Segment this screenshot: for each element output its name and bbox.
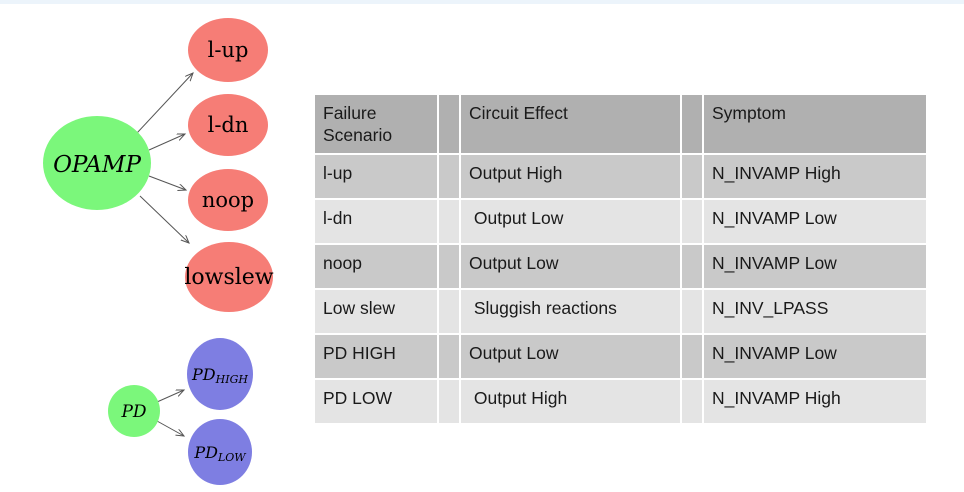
row-6-spacer-2 (682, 380, 702, 423)
node-lowslew: lowslew (184, 242, 274, 312)
row-3-spacer-1 (439, 245, 459, 288)
node-noop-label: noop (202, 188, 254, 212)
node-l-up: l-up (188, 18, 268, 82)
header-spacer-1 (439, 95, 459, 153)
node-pd-high-label-sub: HIGH (215, 373, 249, 386)
failure-table: Failure Scenario Circuit Effect Symptom … (315, 95, 926, 423)
row-4-failure-scenario: Low slew (315, 290, 437, 333)
row-2-circuit-effect: Output Low (461, 200, 680, 243)
node-lowslew-label: lowslew (184, 265, 273, 290)
row-1-spacer-2 (682, 155, 702, 198)
row-4-symptom: N_INV_LPASS (704, 290, 926, 333)
row-5-circuit-effect: Output Low (461, 335, 680, 378)
row-4-circuit-effect: Sluggish reactions (461, 290, 680, 333)
edge-pd-pdlow-arrow (156, 420, 184, 436)
node-pd-shape (108, 385, 160, 437)
row-5-failure-scenario: PD HIGH (315, 335, 437, 378)
node-l-up-shape (188, 18, 268, 82)
row-5-spacer-2 (682, 335, 702, 378)
row-1-symptom: N_INVAMP High (704, 155, 926, 198)
node-noop-shape (188, 169, 268, 231)
header-failure-scenario: Failure Scenario (315, 95, 437, 153)
edge-opamp-noop-arrow (148, 175, 186, 190)
node-pd-high-shape (187, 338, 253, 410)
row-1-failure-scenario: l-up (315, 155, 437, 198)
row-5-spacer-1 (439, 335, 459, 378)
node-opamp-shape (43, 116, 151, 210)
row-3-spacer-2 (682, 245, 702, 288)
header-symptom: Symptom (704, 95, 926, 153)
node-pd-high-label: PDHIGH (191, 365, 248, 386)
node-l-dn-shape (188, 94, 268, 156)
node-pd-low-label-sub: LOW (217, 451, 247, 464)
node-pd: PD (108, 385, 160, 437)
row-6-failure-scenario: PD LOW (315, 380, 437, 423)
row-1-circuit-effect: Output High (461, 155, 680, 198)
node-l-dn: l-dn (188, 94, 268, 156)
row-4-spacer-2 (682, 290, 702, 333)
top-accent-strip (0, 0, 964, 4)
node-l-dn-label: l-dn (208, 113, 249, 137)
node-opamp-label: OPAMP (53, 152, 141, 178)
node-pd-low: PDLOW (188, 419, 252, 485)
row-4-spacer-1 (439, 290, 459, 333)
edge-opamp-lup-arrow (136, 73, 193, 134)
node-pd-label: PD (120, 402, 146, 422)
row-6-circuit-effect: Output High (461, 380, 680, 423)
node-lowslew-shape (185, 242, 273, 312)
row-1-spacer-1 (439, 155, 459, 198)
row-2-failure-scenario: l-dn (315, 200, 437, 243)
header-spacer-2 (682, 95, 702, 153)
fault-tree-diagram: OPAMP l-up l-dn noop lowslew PD (43, 18, 274, 485)
edge-pd-pdhigh-arrow (156, 390, 184, 403)
opamp-tree-edges (136, 73, 193, 243)
row-2-symptom: N_INVAMP Low (704, 200, 926, 243)
row-3-circuit-effect: Output Low (461, 245, 680, 288)
edge-opamp-lowslew-arrow (139, 195, 189, 243)
row-6-spacer-1 (439, 380, 459, 423)
node-l-up-label: l-up (208, 38, 249, 62)
node-pd-low-shape (188, 419, 252, 485)
row-2-spacer-2 (682, 200, 702, 243)
node-pd-low-label: PDLOW (193, 443, 247, 464)
node-noop: noop (188, 169, 268, 231)
row-2-spacer-1 (439, 200, 459, 243)
row-3-symptom: N_INVAMP Low (704, 245, 926, 288)
node-pd-high-label-main: PD (191, 365, 216, 384)
row-5-symptom: N_INVAMP Low (704, 335, 926, 378)
edge-opamp-ldn-arrow (148, 134, 185, 151)
row-3-failure-scenario: noop (315, 245, 437, 288)
node-pd-low-label-main: PD (193, 443, 218, 462)
pd-tree-edges (156, 390, 184, 436)
node-pd-high: PDHIGH (187, 338, 253, 410)
node-opamp: OPAMP (43, 116, 151, 210)
header-circuit-effect: Circuit Effect (461, 95, 680, 153)
row-6-symptom: N_INVAMP High (704, 380, 926, 423)
